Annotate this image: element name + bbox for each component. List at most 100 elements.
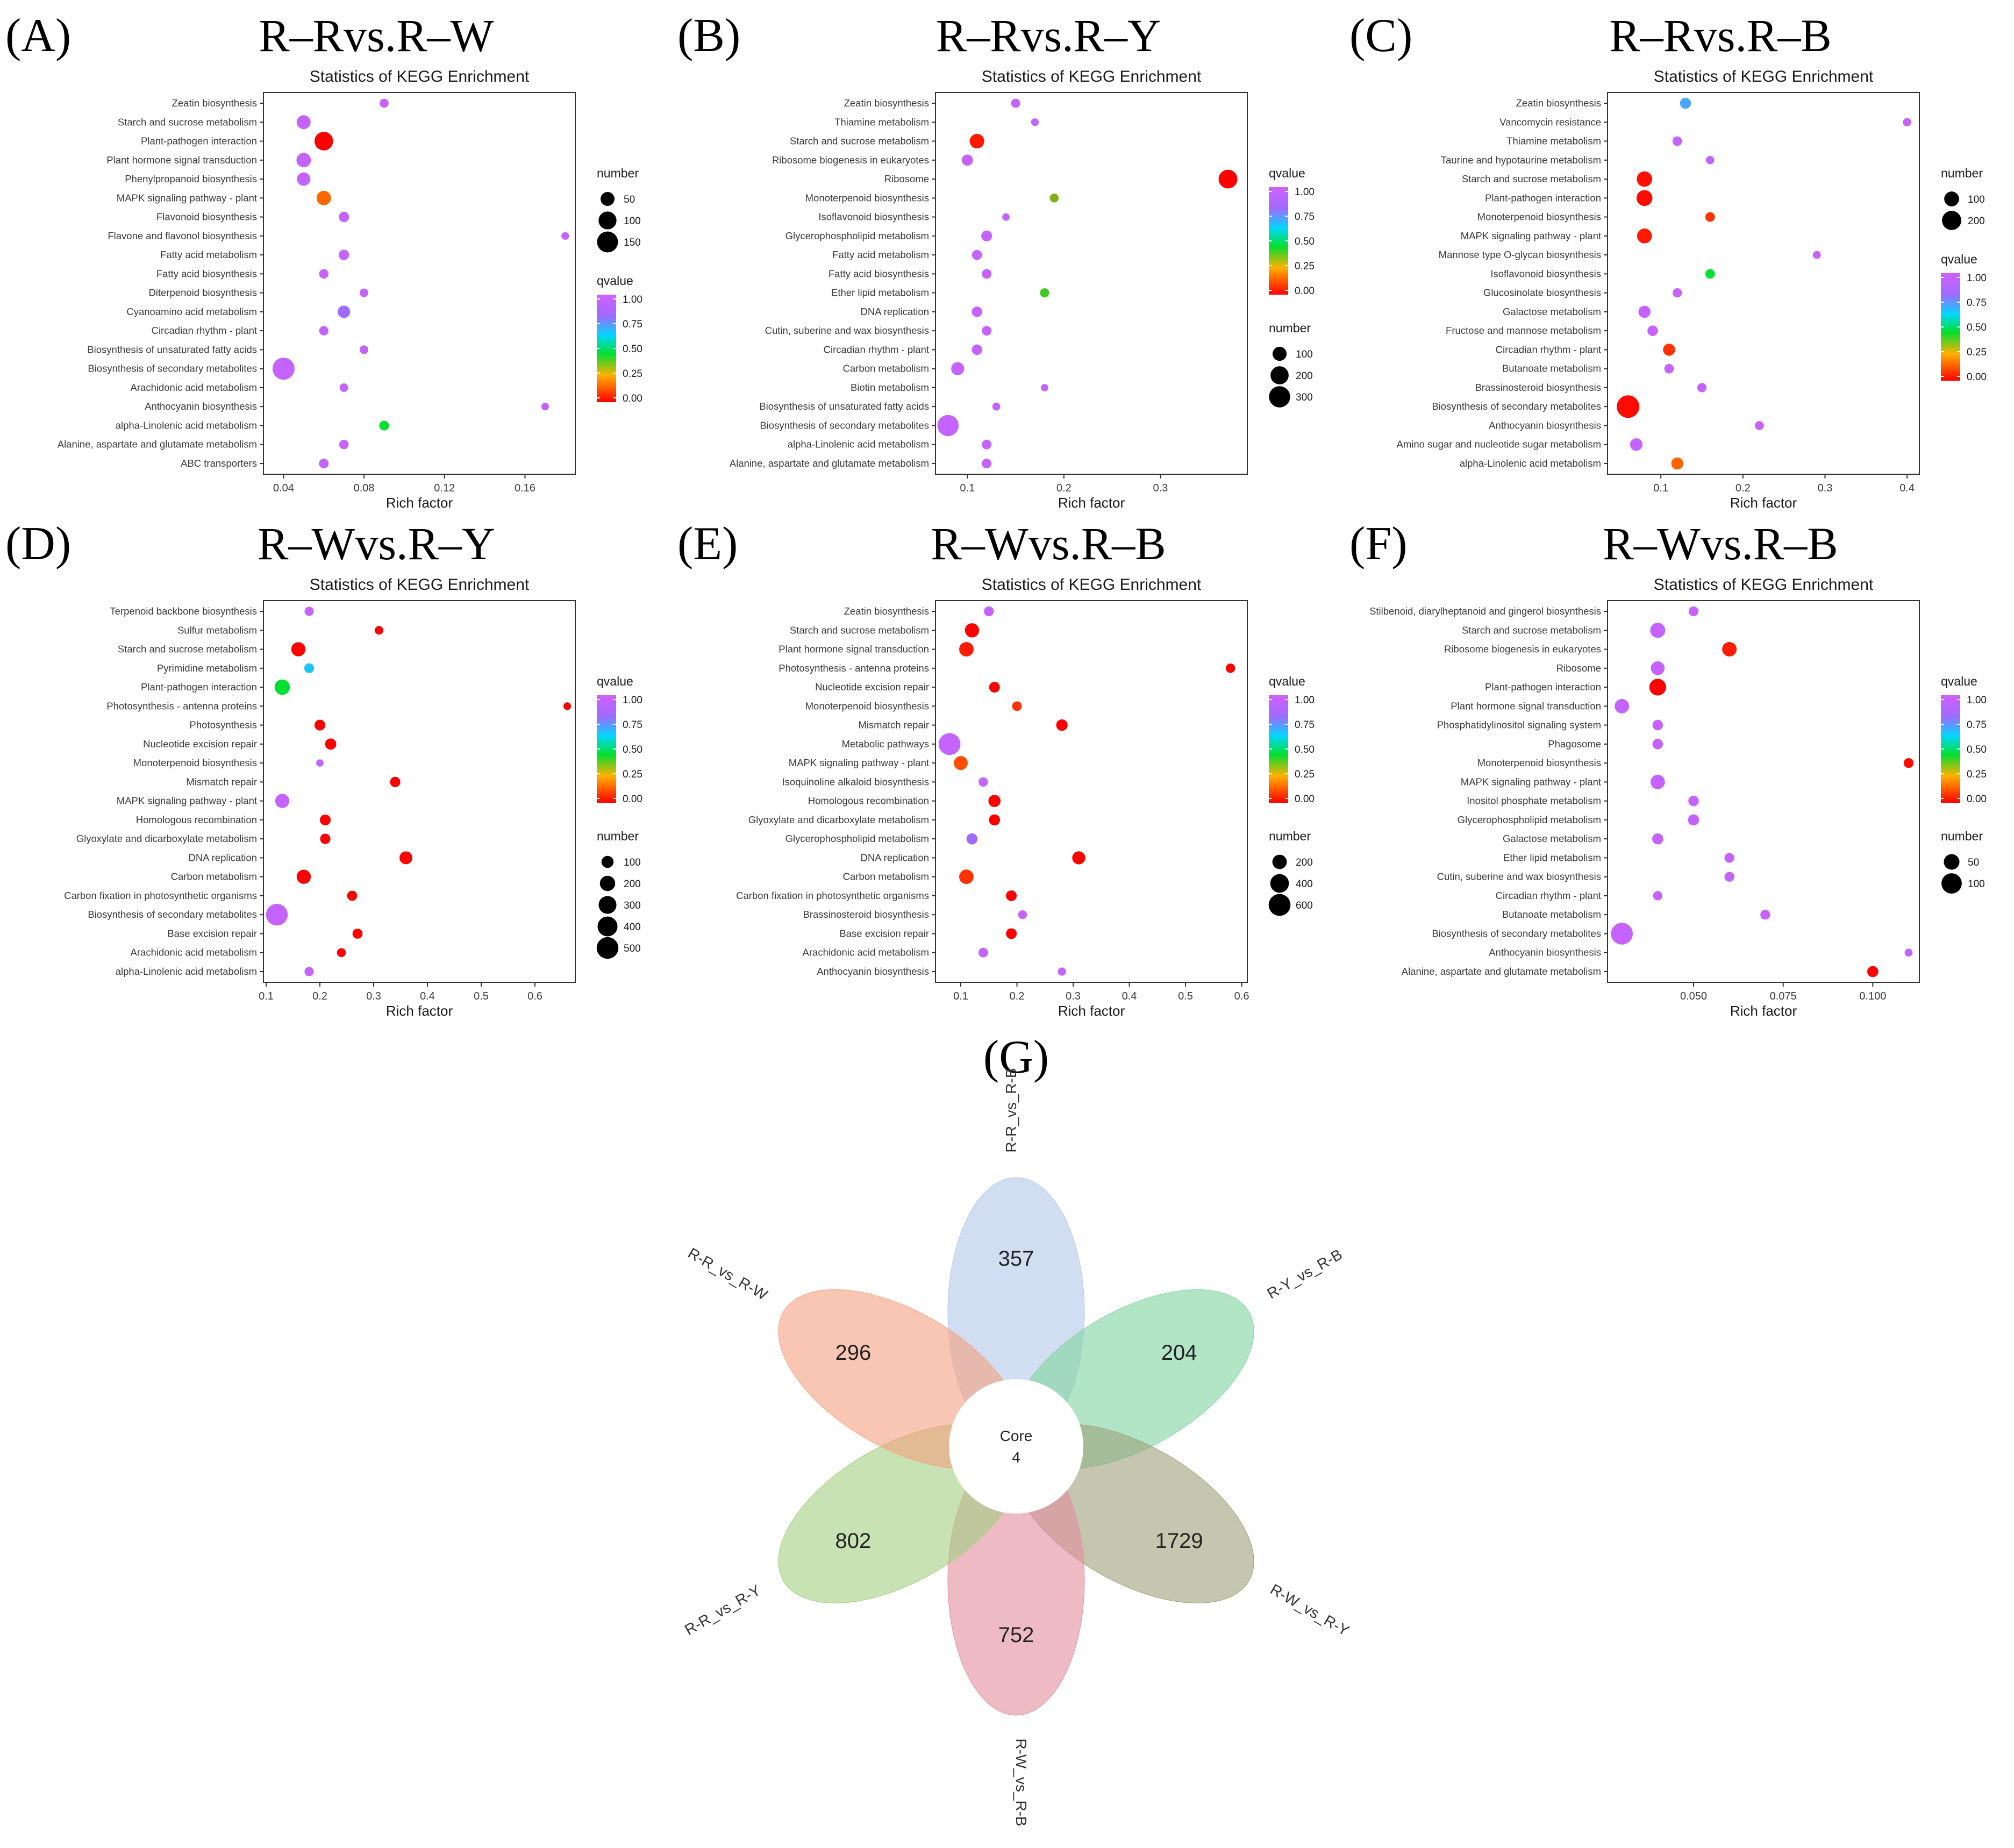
data-point	[972, 344, 982, 355]
pathway-label: Homologous recombination	[808, 795, 929, 807]
qvalue-tick-label: 1.00	[1295, 695, 1315, 706]
data-point	[988, 795, 1001, 807]
data-point	[1688, 795, 1699, 807]
pathway-label: Plant-pathogen interaction	[141, 681, 257, 693]
qvalue-tick-label: 0.75	[623, 719, 642, 731]
data-point	[959, 642, 974, 657]
pathway-label: Monoterpenoid biosynthesis	[805, 700, 929, 711]
size-legend-label: 600	[1296, 900, 1313, 911]
data-point	[938, 733, 961, 755]
data-point	[1637, 229, 1652, 244]
qvalue-tick-label: 0.75	[1295, 211, 1315, 223]
data-point	[1225, 663, 1235, 673]
data-point	[1903, 758, 1914, 768]
pathway-label: Flavone and flavonol biosynthesis	[108, 230, 257, 241]
x-axis-title: Rich factor	[1730, 495, 1797, 511]
data-point	[959, 869, 974, 884]
plot-frame	[263, 600, 576, 983]
pathway-label: DNA replication	[860, 306, 929, 317]
size-legend-dot	[598, 896, 617, 914]
pathway-label: Anthocyanin biosynthesis	[817, 966, 929, 977]
data-point	[982, 269, 992, 279]
venn-count: 802	[835, 1529, 872, 1553]
data-point	[992, 402, 1001, 411]
pathway-label: MAPK signaling pathway - plant	[1461, 776, 1601, 787]
size-legend-title: number	[597, 166, 639, 180]
data-point	[1018, 910, 1027, 919]
data-point	[972, 249, 982, 260]
pathway-label: Circadian rhythm - plant	[152, 325, 257, 336]
x-tick-label: 0.12	[434, 482, 455, 494]
pathway-label: Cutin, suberine and wax biosynthesis	[1437, 871, 1601, 882]
pathway-label: Carbon metabolism	[171, 871, 257, 882]
venn-set-label: R-R_vs_R-W	[685, 1245, 770, 1304]
size-legend-label: 100	[1296, 349, 1313, 360]
qvalue-tick-label: 0.25	[1295, 261, 1315, 272]
qvalue-legend-title: qvalue	[1269, 166, 1305, 180]
pathway-label: Glyoxylate and dicarboxylate metabolism	[748, 814, 929, 825]
data-point	[1904, 948, 1913, 957]
panel-letter: (D)	[5, 518, 71, 570]
pathway-label: Monoterpenoid biosynthesis	[1477, 211, 1601, 223]
data-point	[320, 833, 331, 844]
qvalue-tick-label: 0.00	[1295, 286, 1315, 297]
x-tick-label: 0.6	[1234, 990, 1249, 1002]
x-tick-label: 0.050	[1680, 990, 1707, 1002]
x-tick-label: 0.3	[1153, 482, 1168, 494]
data-point	[274, 679, 290, 695]
pathway-label: Alanine, aspartate and glutamate metabol…	[58, 439, 257, 450]
qvalue-tick-label: 0.50	[1295, 236, 1315, 247]
qvalue-tick-label: 1.00	[1967, 695, 1987, 706]
data-point	[360, 288, 369, 297]
qvalue-tick-label: 0.75	[1295, 719, 1315, 731]
size-legend-dot	[598, 211, 617, 230]
pathway-label: Arachidonic acid metabolism	[803, 947, 929, 958]
data-point	[337, 948, 346, 958]
pathway-label: Ribosome	[1556, 662, 1601, 674]
x-tick-label: 0.04	[273, 482, 294, 494]
data-point	[325, 738, 337, 750]
data-point	[541, 403, 549, 411]
size-legend-dot	[599, 875, 616, 891]
pathway-label: Nucleotide excision repair	[815, 681, 929, 693]
size-legend-dot	[596, 937, 619, 959]
pathway-label: Base excision repair	[167, 927, 257, 939]
data-point	[304, 967, 314, 976]
pathway-label: Flavonoid biosynthesis	[156, 211, 257, 223]
data-point	[1611, 923, 1633, 945]
data-point	[319, 458, 329, 469]
pathway-label: Fructose and mannose metabolism	[1446, 325, 1601, 336]
venn-core-circle	[949, 1379, 1083, 1514]
data-point	[319, 326, 328, 336]
x-tick-label: 0.075	[1770, 990, 1797, 1002]
size-legend-label: 100	[1968, 879, 1985, 890]
pathway-label: Biotin metabolism	[851, 382, 929, 393]
x-axis-title: Rich factor	[386, 495, 453, 511]
pathway-label: Ribosome	[884, 173, 929, 184]
data-point	[984, 606, 994, 617]
pathway-label: Plant-pathogen interaction	[141, 135, 257, 147]
pathway-label: Sulfur metabolism	[177, 624, 257, 636]
pathway-label: Circadian rhythm - plant	[1496, 344, 1601, 355]
kegg-panel-f: (F) R–Wvs.R–B Statistics of KEGG Enrichmen…	[1349, 518, 1987, 1019]
pathway-label: Alanine, aspartate and glutamate metabol…	[1402, 966, 1601, 977]
qvalue-tick-label: 0.50	[1967, 322, 1987, 333]
pathway-label: Biosynthesis of secondary metabolites	[88, 363, 257, 374]
pathway-label: Plant hormone signal transduction	[1451, 700, 1601, 711]
data-point	[1218, 169, 1238, 189]
pathway-label: Circadian rhythm - plant	[1496, 890, 1601, 901]
x-tick-label: 0.3	[1066, 990, 1081, 1002]
kegg-panel-d: (D) R–Wvs.R–Y Statistics of KEGG Enrichmen…	[5, 518, 642, 1019]
data-point	[1630, 438, 1643, 451]
size-legend-label: 500	[624, 943, 641, 954]
data-point	[1012, 701, 1022, 711]
data-point	[954, 756, 968, 770]
size-legend-label: 200	[624, 879, 641, 890]
qvalue-tick-label: 1.00	[623, 695, 642, 706]
data-point	[316, 759, 324, 767]
pathway-label: Anthocyanin biosynthesis	[145, 401, 257, 412]
x-tick-label: 0.1	[259, 990, 274, 1002]
size-legend-dot	[601, 192, 615, 206]
size-legend-label: 200	[1296, 857, 1313, 868]
